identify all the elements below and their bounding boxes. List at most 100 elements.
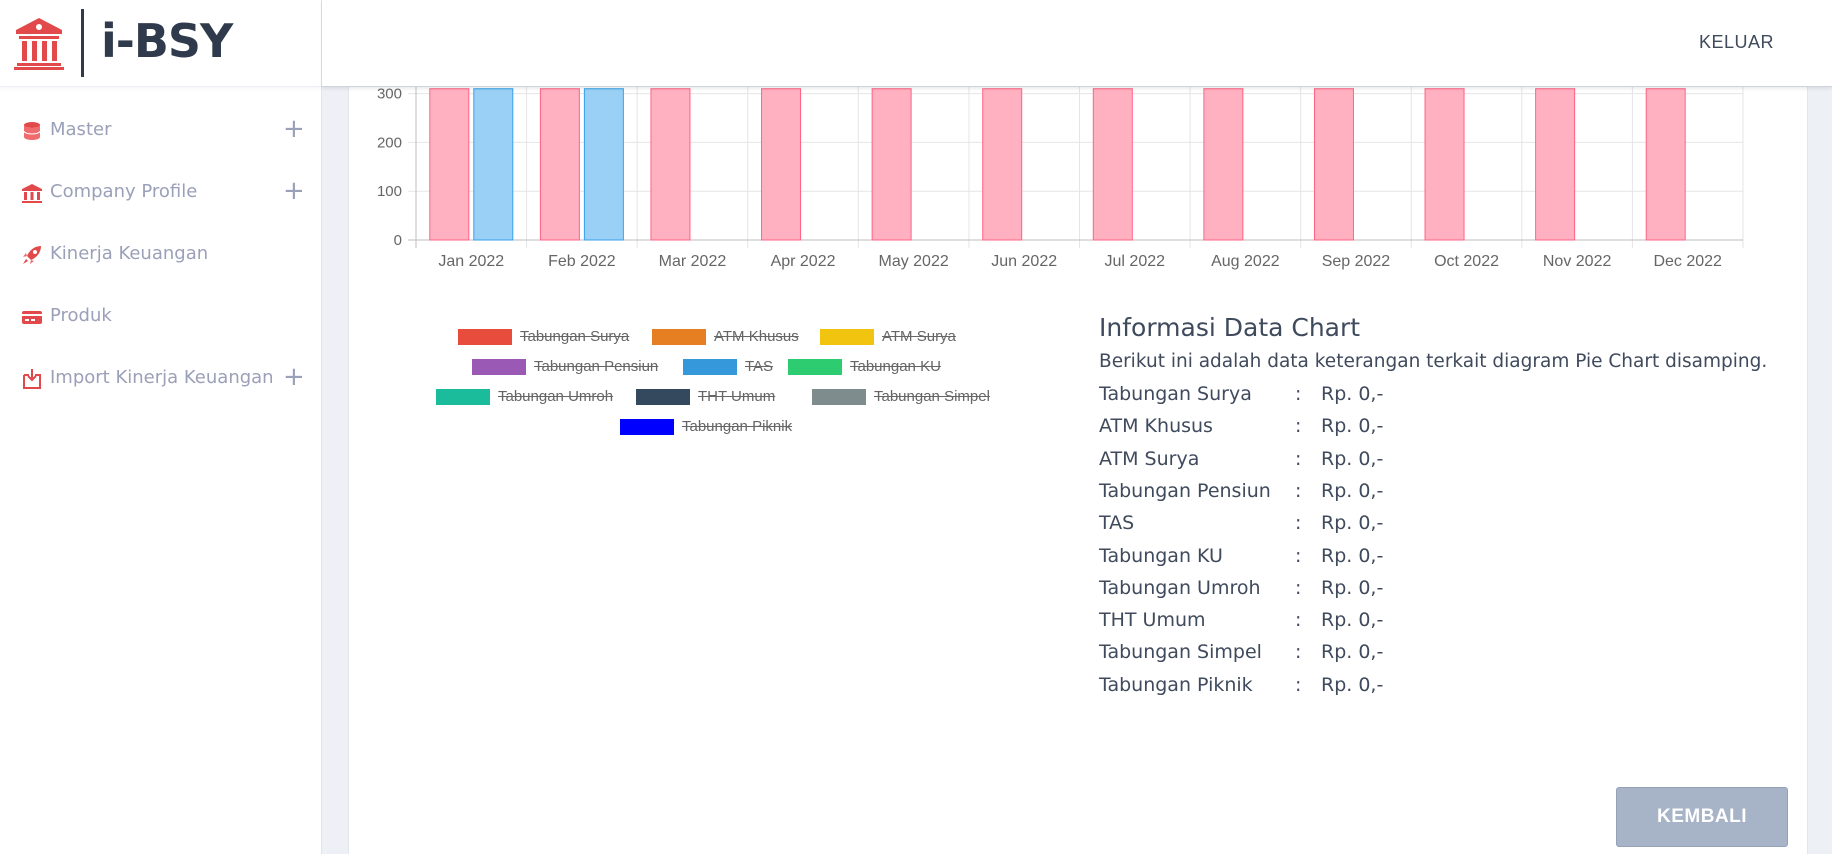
sidebar-item-kinerja-keuangan[interactable]: Kinerja Keuangan — [0, 234, 321, 274]
legend-label: Tabungan Umroh — [498, 388, 614, 405]
legend-row: Tabungan Pensiun TAS Tabungan KU — [472, 355, 1032, 377]
info-row-name: ATM Khusus — [1099, 415, 1213, 438]
info-row-name: TAS — [1099, 512, 1135, 535]
sidebar-item-produk[interactable]: Produk — [0, 296, 321, 336]
info-row-name: Tabungan Surya — [1099, 383, 1252, 405]
legend-swatch — [620, 419, 674, 435]
bar — [761, 88, 802, 241]
plus-icon[interactable]: + — [283, 114, 305, 144]
info-row: Tabungan Surya: Rp. 0,- — [1099, 383, 1599, 413]
bar — [1424, 88, 1465, 241]
legend-swatch — [652, 329, 706, 345]
bar — [1203, 88, 1244, 241]
info-row-name: THT Umum — [1099, 609, 1206, 632]
legend-swatch — [820, 329, 874, 345]
legend-swatch — [812, 389, 866, 405]
x-tick-label: Jan 2022 — [438, 253, 504, 270]
x-tick-label: Oct 2022 — [1434, 253, 1499, 270]
sidebar: i-BSY Master + Company Profile + — [0, 0, 322, 854]
info-row: ATM Khusus: Rp. 0,- — [1099, 415, 1599, 445]
info-row: Tabungan KU: Rp. 0,- — [1099, 545, 1599, 575]
bar — [982, 88, 1023, 241]
info-row: Tabungan Simpel: Rp. 0,- — [1099, 641, 1599, 671]
legend-label: Tabungan Surya — [520, 328, 630, 345]
plus-icon[interactable]: + — [283, 362, 305, 392]
bar — [473, 88, 514, 241]
sidebar-item-master[interactable]: Master + — [0, 110, 321, 150]
info-row: ATM Surya: Rp. 0,- — [1099, 448, 1599, 478]
brand[interactable]: i-BSY — [0, 0, 321, 87]
x-tick-label: Aug 2022 — [1211, 253, 1280, 270]
info-row-value: Rp. 0,- — [1321, 673, 1384, 696]
info-row-value: Rp. 0,- — [1321, 609, 1384, 632]
legend-label: ATM Surya — [882, 328, 956, 345]
logout-link[interactable]: KELUAR — [1698, 32, 1774, 52]
bar — [650, 88, 691, 241]
info-row-value: Rp. 0,- — [1321, 415, 1384, 438]
x-tick-label: Mar 2022 — [659, 253, 727, 270]
info-row-value: Rp. 0,- — [1321, 544, 1384, 567]
info-row: TAS: Rp. 0,- — [1099, 512, 1599, 542]
legend-row: Tabungan Umroh THT Umum Tabungan Simpel — [436, 385, 996, 407]
info-row-name: Tabungan Pensiun — [1099, 479, 1271, 502]
info-row-name: Tabungan Umroh — [1099, 576, 1261, 599]
legend-label: ATM Khusus — [714, 328, 799, 345]
topbar: KELUAR — [322, 0, 1832, 87]
x-tick-label: Feb 2022 — [548, 253, 616, 270]
bar — [1535, 88, 1576, 241]
bar — [1313, 88, 1354, 241]
x-tick-label: Sep 2022 — [1322, 253, 1391, 270]
info-row-colon: : — [1295, 512, 1302, 535]
info-row-value: Rp. 0,- — [1321, 479, 1384, 502]
info-row-colon: : — [1295, 544, 1302, 567]
bar — [871, 88, 912, 241]
legend-label: TAS — [745, 358, 774, 375]
info-row-colon: : — [1295, 383, 1302, 405]
sidebar-item-company-profile[interactable]: Company Profile + — [0, 172, 321, 212]
sidebar-item-label: Master — [50, 119, 112, 140]
bar — [539, 88, 580, 241]
x-tick-label: Dec 2022 — [1653, 253, 1722, 270]
brand-divider — [81, 9, 84, 77]
info-row-colon: : — [1295, 641, 1302, 664]
legend-label: THT Umum — [698, 388, 776, 405]
y-tick-label: 200 — [377, 134, 402, 151]
info-row-name: ATM Surya — [1099, 447, 1200, 470]
sidebar-item-label: Company Profile — [50, 181, 198, 202]
legend-swatch — [472, 359, 526, 375]
info-row: THT Umum: Rp. 0,- — [1099, 609, 1599, 639]
card-icon — [22, 311, 42, 324]
sidebar-item-import-kinerja-keuangan[interactable]: Import Kinerja Keuangan + — [0, 358, 321, 398]
legend-label: Tabungan Piknik — [682, 418, 793, 435]
brand-name: i-BSY — [101, 14, 233, 68]
bar — [1645, 88, 1686, 241]
info-row: Tabungan Umroh: Rp. 0,- — [1099, 577, 1599, 607]
bank-logo-icon — [14, 18, 64, 70]
y-tick-label: 0 — [394, 232, 402, 249]
bar — [583, 88, 624, 241]
x-tick-label: Jun 2022 — [991, 253, 1057, 270]
legend-swatch — [458, 329, 512, 345]
info-description: Berikut ini adalah data keterangan terka… — [1099, 351, 1768, 372]
y-tick-label: 300 — [377, 86, 402, 103]
import-icon — [23, 369, 41, 389]
info-title: Informasi Data Chart — [1099, 313, 1361, 342]
info-row-name: Tabungan Piknik — [1099, 673, 1253, 696]
x-tick-label: May 2022 — [878, 253, 948, 270]
database-icon — [23, 122, 41, 140]
legend-row: Tabungan Piknik — [620, 415, 1180, 437]
x-tick-label: Nov 2022 — [1543, 253, 1612, 270]
info-row-value: Rp. 0,- — [1321, 383, 1384, 405]
info-row-colon: : — [1295, 447, 1302, 470]
legend-swatch — [636, 389, 690, 405]
x-tick-label: Jul 2022 — [1105, 253, 1166, 270]
legend-label: Tabungan KU — [850, 358, 941, 375]
back-button[interactable]: KEMBALI — [1616, 787, 1788, 847]
bar — [1092, 88, 1133, 241]
info-row-colon: : — [1295, 479, 1302, 502]
sidebar-item-label: Import Kinerja Keuangan — [50, 367, 274, 388]
rocket-icon — [23, 246, 41, 264]
info-row-value: Rp. 0,- — [1321, 641, 1384, 664]
plus-icon[interactable]: + — [283, 176, 305, 206]
info-row: Tabungan Piknik: Rp. 0,- — [1099, 674, 1599, 704]
